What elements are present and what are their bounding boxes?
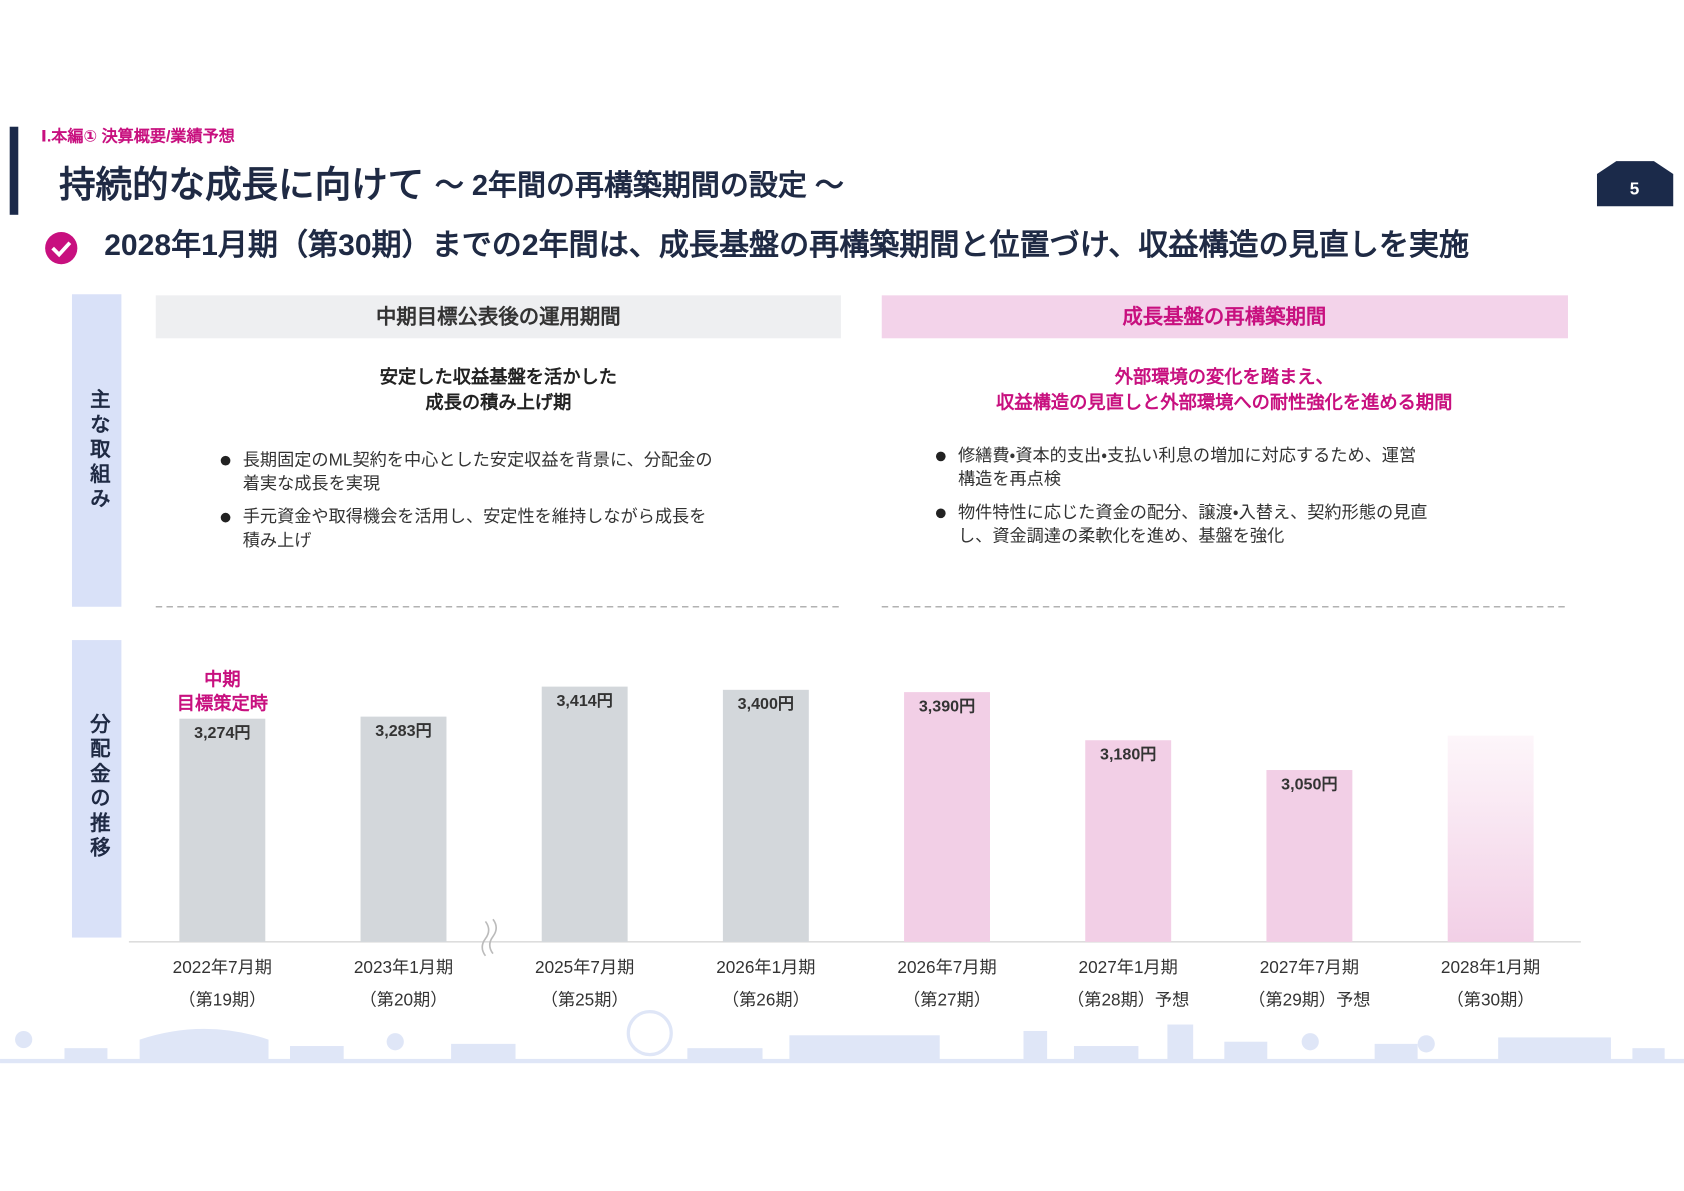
x-tick-label: 2027年1月期 bbox=[1079, 957, 1178, 977]
x-tick-sublabel: （第29期）予想 bbox=[1248, 989, 1370, 1009]
skyline bbox=[0, 1010, 1684, 1064]
accent-bar bbox=[9, 126, 19, 215]
x-tick-label: 2028年1月期 bbox=[1441, 957, 1540, 977]
x-tick-sublabel: （第27期） bbox=[903, 989, 991, 1009]
x-tick-label: 2026年1月期 bbox=[716, 957, 815, 977]
x-tick-sublabel: （第26期） bbox=[722, 989, 810, 1009]
bullet-text: し、資金調達の柔軟化を進め、基盤を強化 bbox=[958, 526, 1284, 546]
x-tick-sublabel: （第30期） bbox=[1447, 989, 1535, 1009]
bar bbox=[904, 692, 990, 942]
page-number: 5 bbox=[1630, 179, 1640, 199]
column-header-box bbox=[155, 295, 841, 339]
annotation: 中期 bbox=[204, 669, 241, 690]
value-label: 3,180円 bbox=[1100, 746, 1156, 764]
check-mark bbox=[51, 241, 72, 258]
page-badge bbox=[1596, 161, 1674, 207]
column-header-box bbox=[881, 295, 1568, 339]
bullet-text: 修繕費・資本的支出・支払い利息の増加に対応するため、運営 bbox=[958, 445, 1416, 465]
row-label-box bbox=[71, 294, 122, 607]
column-header: 中期目標公表後の運用期間 bbox=[376, 304, 621, 328]
bullet-dot bbox=[220, 455, 231, 466]
title-main: 持続的な成長に向けて bbox=[59, 164, 424, 205]
x-tick-sublabel: （第19期） bbox=[178, 989, 266, 1009]
bar bbox=[722, 689, 809, 942]
bullet-dot bbox=[220, 512, 231, 523]
value-label: 3,274円 bbox=[194, 724, 250, 742]
x-tick-sublabel: （第25期） bbox=[541, 989, 629, 1009]
section-label: Ⅰ.本編① 決算概要/業績予想 bbox=[41, 127, 235, 146]
check-icon bbox=[45, 231, 78, 265]
x-tick-sublabel: （第28期）予想 bbox=[1067, 989, 1189, 1009]
title-sub: ～ 2年間の再構築期間の設定 ～ bbox=[435, 168, 844, 202]
column-subtitle: 外部環境の変化を踏まえ、 bbox=[1114, 366, 1334, 387]
bullet-text: 物件特性に応じた資金の配分、譲渡・入替え、契約形態の見直 bbox=[958, 502, 1427, 522]
x-tick-label: 2023年1月期 bbox=[354, 957, 453, 977]
bar bbox=[179, 718, 266, 942]
column-subtitle: 収益構造の見直しと外部環境への耐性強化を進める期間 bbox=[996, 392, 1452, 413]
axis-break bbox=[481, 918, 497, 957]
bullet-text: 積み上げ bbox=[243, 530, 312, 550]
value-label: 3,050円 bbox=[1281, 775, 1337, 793]
column-header: 成長基盤の再構築期間 bbox=[1122, 304, 1326, 328]
bar bbox=[360, 716, 447, 942]
bar bbox=[541, 686, 628, 942]
bar bbox=[1266, 770, 1353, 942]
row-label-box bbox=[71, 640, 122, 938]
column-subtitle: 安定した収益基盤を活かした bbox=[380, 366, 617, 387]
column-subtitle: 成長の積み上げ期 bbox=[425, 392, 571, 413]
x-tick-label: 2022年7月期 bbox=[173, 957, 272, 977]
forecast-placeholder-bar bbox=[1447, 735, 1534, 942]
bullet-text: 手元資金や取得機会を活用し、安定性を維持しながら成長を bbox=[243, 506, 707, 526]
title: 持続的な成長に向けて ～ 2年間の再構築期間の設定 ～ bbox=[59, 164, 844, 205]
bullet-text: 着実な成長を実現 bbox=[243, 473, 380, 493]
x-tick-label: 2026年7月期 bbox=[897, 957, 996, 977]
bar bbox=[1085, 740, 1172, 942]
row-label: 分配金の推移 bbox=[86, 713, 111, 861]
x-tick-label: 2027年7月期 bbox=[1260, 957, 1359, 977]
headline: 2028年1月期（第30期）までの2年間は、成長基盤の再構築期間と位置づけ、収益… bbox=[104, 228, 1469, 262]
x-tick-sublabel: （第20期） bbox=[360, 989, 448, 1009]
annotation: 目標策定時 bbox=[177, 692, 268, 713]
bullet-dot bbox=[935, 508, 946, 519]
x-tick-label: 2025年7月期 bbox=[535, 957, 634, 977]
bullet-dot bbox=[935, 451, 946, 462]
bullet-text: 構造を再点検 bbox=[958, 469, 1061, 489]
value-label: 3,283円 bbox=[375, 722, 431, 740]
value-label: 3,414円 bbox=[556, 692, 612, 710]
row-label: 主な取組み bbox=[86, 388, 111, 513]
value-label: 3,390円 bbox=[919, 697, 975, 715]
value-label: 3,400円 bbox=[738, 695, 794, 713]
bullet-text: 長期固定のML契約を中心とした安定収益を背景に、分配金の bbox=[243, 449, 713, 469]
